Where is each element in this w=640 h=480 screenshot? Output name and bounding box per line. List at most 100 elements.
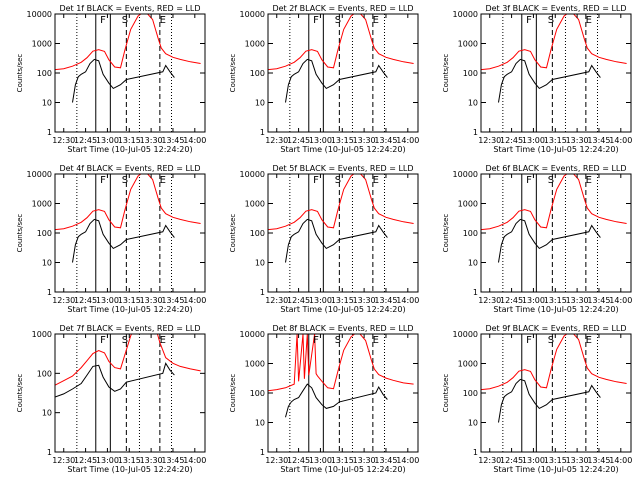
x-axis-label: Start Time (10-Jul-05 12:24:20) xyxy=(280,145,405,154)
reference-lines xyxy=(76,334,173,452)
marker-label: E xyxy=(586,15,592,26)
series-group xyxy=(55,174,201,263)
x-tick-label: 12:30 xyxy=(52,456,75,465)
marker-label: E xyxy=(160,15,166,26)
x-tick-label: 13:00 xyxy=(96,456,119,465)
x-tick-label: 12:30 xyxy=(52,136,75,145)
series-line-red xyxy=(55,14,201,71)
x-tick-label: 12:30 xyxy=(265,136,288,145)
marker-label: F xyxy=(526,175,532,186)
marker-label: S xyxy=(122,175,128,186)
y-tick-label: 1 xyxy=(260,128,265,137)
y-tick-label: 1 xyxy=(473,288,478,297)
y-tick-label: 1000 xyxy=(458,360,478,369)
marker-label: S xyxy=(548,175,554,186)
series-line-black xyxy=(55,362,175,398)
y-tick-label: 100 xyxy=(250,69,265,78)
x-tick-label: 12:45 xyxy=(287,296,310,305)
panel-3: Det 3f BLACK = Events, RED = LLD F S E 12:30… xyxy=(442,4,632,154)
y-tick-label: 10 xyxy=(255,419,265,428)
x-tick-label: 12:45 xyxy=(74,456,97,465)
x-tick-label: 13:30 xyxy=(566,136,589,145)
panel-9: Det 9f BLACK = Events, RED = LLD F S E 12:30… xyxy=(442,324,632,474)
y-tick-label: 100 xyxy=(37,69,52,78)
series-line-red xyxy=(268,14,414,71)
series-line-black xyxy=(498,378,601,423)
y-axis-label: Counts/sec xyxy=(16,374,24,413)
y-axis-label: Counts/sec xyxy=(229,374,237,413)
series-line-black xyxy=(498,218,601,263)
reference-lines xyxy=(502,174,599,292)
x-tick-label: 14:00 xyxy=(609,456,632,465)
x-tick-label: 12:30 xyxy=(478,136,501,145)
series-line-red xyxy=(55,174,201,231)
x-tick-label: 14:00 xyxy=(183,136,206,145)
x-tick-label: 12:30 xyxy=(265,456,288,465)
x-tick-label: 12:45 xyxy=(500,456,523,465)
series-line-black xyxy=(285,218,388,263)
x-tick-label: 13:45 xyxy=(587,296,610,305)
series-line-red xyxy=(481,334,627,391)
y-tick-label: 1000 xyxy=(245,360,265,369)
y-tick-label: 10000 xyxy=(240,170,265,179)
y-tick-label: 100 xyxy=(37,229,52,238)
x-tick-label: 12:45 xyxy=(500,296,523,305)
x-tick-label: 12:45 xyxy=(74,136,97,145)
y-tick-label: 10000 xyxy=(453,10,478,19)
x-tick-label: 13:00 xyxy=(309,456,332,465)
y-tick-label: 100 xyxy=(463,389,478,398)
marker-label: E xyxy=(586,335,592,346)
y-tick-label: 1000 xyxy=(245,200,265,209)
x-tick-label: 13:00 xyxy=(522,136,545,145)
x-tick-label: 13:30 xyxy=(353,456,376,465)
reference-lines xyxy=(289,174,386,292)
x-axis-label: Start Time (10-Jul-05 12:24:20) xyxy=(493,305,618,314)
marker-label: S xyxy=(548,335,554,346)
panel-1: Det 1f BLACK = Events, RED = LLD F S E 12:30… xyxy=(16,4,206,154)
y-tick-label: 1 xyxy=(473,128,478,137)
panel-title: Det 9f BLACK = Events, RED = LLD xyxy=(485,324,626,333)
marker-label: F xyxy=(526,15,532,26)
y-tick-label: 10000 xyxy=(27,10,52,19)
reference-lines xyxy=(289,334,386,452)
marker-label: F xyxy=(313,335,319,346)
x-tick-label: 13:45 xyxy=(161,136,184,145)
x-tick-label: 13:45 xyxy=(374,136,397,145)
panel-title: Det 3f BLACK = Events, RED = LLD xyxy=(485,4,626,13)
y-tick-label: 10 xyxy=(255,259,265,268)
x-tick-label: 12:30 xyxy=(478,456,501,465)
y-tick-label: 10000 xyxy=(27,170,52,179)
series-line-black xyxy=(285,383,388,418)
y-tick-label: 10000 xyxy=(453,330,478,339)
y-axis-label: Counts/sec xyxy=(16,54,24,93)
x-tick-label: 12:45 xyxy=(74,296,97,305)
marker-label: F xyxy=(100,15,106,26)
x-tick-label: 14:00 xyxy=(396,456,419,465)
y-tick-label: 1 xyxy=(260,448,265,457)
x-tick-label: 13:15 xyxy=(118,456,141,465)
panel-title: Det 1f BLACK = Events, RED = LLD xyxy=(59,4,200,13)
panel-title: Det 7f BLACK = Events, RED = LLD xyxy=(59,324,200,333)
y-tick-label: 100 xyxy=(250,389,265,398)
series-line-black xyxy=(498,58,601,103)
marker-label: E xyxy=(373,335,379,346)
reference-lines xyxy=(289,14,386,132)
panel-5: Det 5f BLACK = Events, RED = LLD F S E 12:30… xyxy=(229,164,419,314)
x-tick-label: 12:30 xyxy=(265,296,288,305)
panel-title: Det 6f BLACK = Events, RED = LLD xyxy=(485,164,626,173)
panel-title: Det 5f BLACK = Events, RED = LLD xyxy=(272,164,413,173)
marker-label: E xyxy=(373,175,379,186)
x-tick-label: 13:00 xyxy=(96,136,119,145)
panel-7: Det 7f BLACK = Events, RED = LLD F S E 12:30… xyxy=(16,324,206,474)
x-tick-label: 13:15 xyxy=(544,456,567,465)
x-tick-label: 14:00 xyxy=(183,456,206,465)
y-axis-label: Counts/sec xyxy=(442,374,450,413)
x-tick-label: 14:00 xyxy=(396,296,419,305)
y-tick-label: 10 xyxy=(468,419,478,428)
y-tick-label: 1 xyxy=(47,288,52,297)
x-tick-label: 12:45 xyxy=(500,136,523,145)
series-group xyxy=(481,334,627,423)
y-tick-label: 1000 xyxy=(32,40,52,49)
x-tick-label: 13:45 xyxy=(587,456,610,465)
y-axis-label: Counts/sec xyxy=(229,214,237,253)
